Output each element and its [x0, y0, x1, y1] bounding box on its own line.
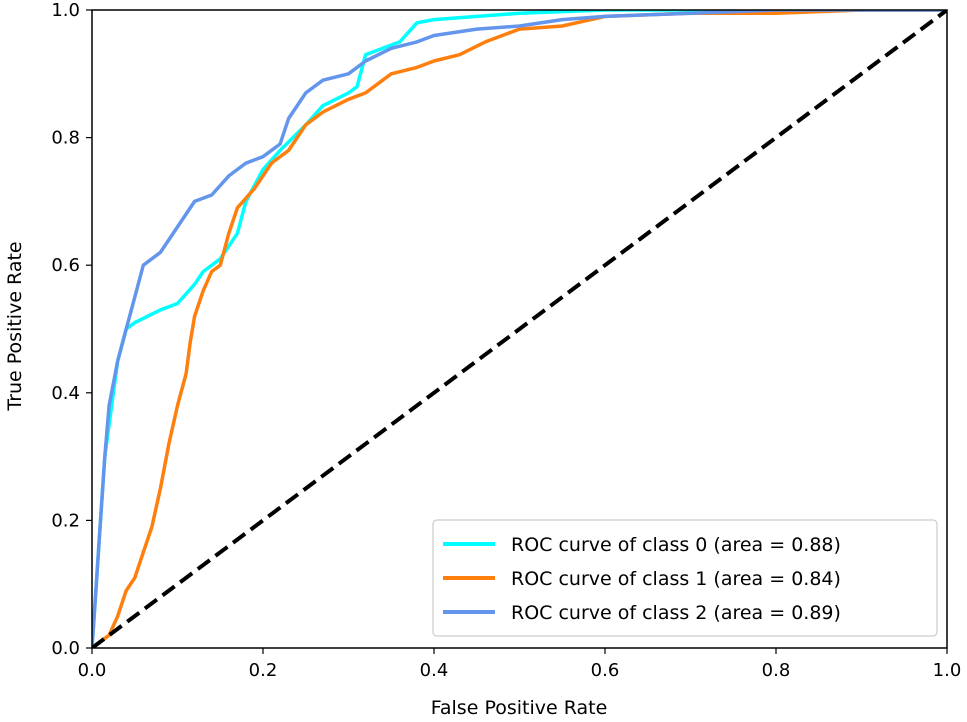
y-tick-label: 1.0 [51, 0, 80, 21]
x-tick-label: 0.6 [591, 660, 620, 681]
axes-ticks: 0.0 0.2 0.4 0.6 0.8 1.0 0.0 0.2 0.4 0.6 0.8 1.0 [51, 0, 961, 681]
y-tick-label: 0.6 [51, 255, 80, 276]
y-tick-label: 0.2 [51, 510, 80, 531]
chance-line [92, 10, 947, 648]
y-tick-label: 0.4 [51, 383, 80, 404]
roc-curve-class-1 [92, 10, 947, 648]
x-tick-label: 0.2 [249, 660, 278, 681]
x-axis-label: False Positive Rate [431, 697, 608, 719]
axes-frame [91, 9, 948, 649]
legend-label-class-0: ROC curve of class 0 (area = 0.88) [511, 534, 841, 556]
legend-label-class-2: ROC curve of class 2 (area = 0.89) [511, 602, 841, 624]
legend: ROC curve of class 0 (area = 0.88) ROC cu… [432, 519, 938, 637]
x-tick-label: 0.4 [420, 660, 449, 681]
plot-area [91, 9, 948, 649]
y-tick-label: 0.8 [51, 128, 80, 149]
x-tick-label: 0.0 [78, 660, 107, 681]
roc-curve-class-2 [92, 10, 947, 648]
y-tick-label: 0.0 [51, 638, 80, 659]
x-tick-label: 1.0 [933, 660, 962, 681]
legend-label-class-1: ROC curve of class 1 (area = 0.84) [511, 568, 841, 590]
x-tick-label: 0.8 [762, 660, 791, 681]
y-axis-label: True Positive Rate [4, 241, 26, 411]
legend-box [432, 519, 938, 637]
